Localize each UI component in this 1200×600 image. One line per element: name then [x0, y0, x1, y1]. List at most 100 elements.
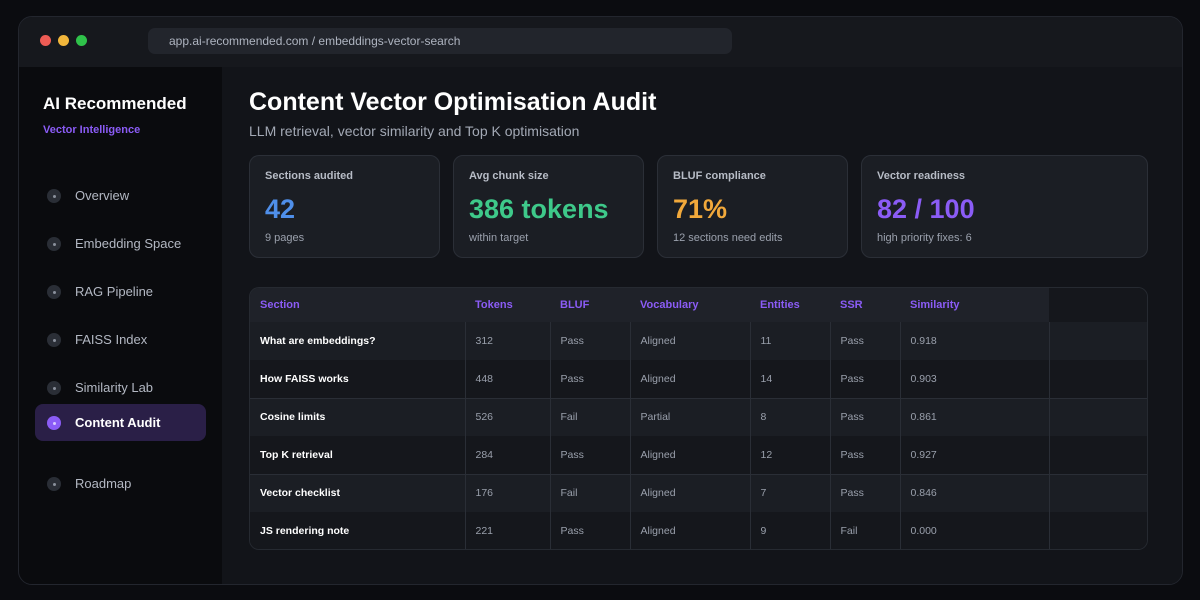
cell-tokens: 221: [465, 512, 551, 549]
cell-vocabulary: Partial: [630, 397, 751, 436]
cell-similarity: 0.927: [900, 436, 1050, 474]
stat-note: high priority fixes: 6: [877, 232, 972, 244]
dot-icon: [47, 285, 61, 299]
cell-ssr: Pass: [830, 397, 901, 436]
stat-note: 9 pages: [265, 232, 305, 244]
column-header-bluf[interactable]: BLUF: [550, 288, 630, 322]
brand-name: AI Recommended: [43, 94, 187, 113]
cell-ssr: Pass: [830, 322, 901, 360]
stat-note: within target: [469, 232, 529, 244]
sidebar-item-label: Overview: [75, 188, 130, 203]
column-header-entities[interactable]: Entities: [750, 288, 830, 322]
cell-bluf: Fail: [550, 397, 631, 436]
sidebar-item-embedding-space[interactable]: Embedding Space: [35, 225, 206, 262]
column-header-tokens[interactable]: Tokens: [465, 288, 550, 322]
cell-vocabulary: Aligned: [630, 436, 751, 474]
cell-similarity: 0.861: [900, 397, 1050, 436]
dot-icon: [47, 237, 61, 251]
dot-icon: [47, 381, 61, 395]
cell-similarity: 0.918: [900, 322, 1050, 360]
cell-tokens: 284: [465, 436, 551, 474]
cell-similarity: 0.903: [900, 360, 1050, 398]
stat-card-bluf-compliance: BLUF compliance 71% 12 sections need edi…: [657, 155, 848, 258]
cell-tokens: 312: [465, 322, 551, 360]
cell-section: Vector checklist: [250, 473, 466, 512]
cell-entities: 8: [750, 397, 831, 436]
cell-entities: 11: [750, 322, 831, 360]
cell-bluf: Pass: [550, 360, 631, 398]
stat-card-vector-readiness: Vector readiness 82 / 100 high priority …: [861, 155, 1148, 258]
cell-similarity: 0.846: [900, 473, 1050, 512]
table-row[interactable]: Top K retrieval 284 Pass Aligned 12 Pass…: [250, 436, 1147, 474]
cell-ssr: Pass: [830, 436, 901, 474]
column-header-spacer: [1049, 288, 1147, 322]
sidebar-item-label: Embedding Space: [75, 236, 182, 251]
column-header-similarity[interactable]: Similarity: [900, 288, 1049, 322]
cell-entities: 12: [750, 436, 831, 474]
cell-section: What are embeddings?: [250, 322, 466, 360]
dot-icon: [47, 333, 61, 347]
column-header-vocabulary[interactable]: Vocabulary: [630, 288, 750, 322]
cell-section: Cosine limits: [250, 397, 466, 436]
column-header-section[interactable]: Section: [250, 288, 465, 322]
sidebar-item-content-audit[interactable]: Content Audit: [35, 404, 206, 441]
stat-label: BLUF compliance: [673, 170, 766, 182]
sidebar-item-roadmap[interactable]: Roadmap: [35, 465, 206, 502]
cell-spacer: [1049, 360, 1147, 398]
main-content: Content Vector Optimisation Audit LLM re…: [222, 67, 1182, 584]
dot-icon: [47, 189, 61, 203]
cell-vocabulary: Aligned: [630, 473, 751, 512]
cell-tokens: 526: [465, 397, 551, 436]
sidebar-item-similarity-lab[interactable]: Similarity Lab: [35, 369, 206, 406]
cell-bluf: Pass: [550, 322, 631, 360]
maximize-window-button[interactable]: [76, 35, 87, 46]
sidebar-item-label: Roadmap: [75, 476, 132, 491]
cell-spacer: [1049, 322, 1147, 360]
cell-entities: 9: [750, 512, 831, 549]
cell-vocabulary: Aligned: [630, 360, 751, 398]
cell-entities: 14: [750, 360, 831, 398]
stat-label: Avg chunk size: [469, 170, 549, 182]
dot-icon: [47, 477, 61, 491]
cell-vocabulary: Aligned: [630, 322, 751, 360]
sidebar-item-faiss-index[interactable]: FAISS Index: [35, 321, 206, 358]
stat-note: 12 sections need edits: [673, 232, 783, 244]
sidebar-item-overview[interactable]: Overview: [35, 177, 206, 214]
table-header-row: Section Tokens BLUF Vocabulary Entities …: [250, 288, 1147, 322]
cell-spacer: [1049, 436, 1147, 474]
app-window: app.ai-recommended.com / embeddings-vect…: [18, 16, 1183, 585]
sidebar-item-rag-pipeline[interactable]: RAG Pipeline: [35, 273, 206, 310]
stat-label: Sections audited: [265, 170, 354, 182]
page-title: Content Vector Optimisation Audit: [249, 88, 657, 116]
close-window-button[interactable]: [40, 35, 51, 46]
cell-bluf: Pass: [550, 512, 631, 549]
dot-icon: [47, 416, 61, 430]
cell-ssr: Fail: [830, 512, 901, 549]
cell-ssr: Pass: [830, 473, 901, 512]
cell-section: JS rendering note: [250, 512, 466, 549]
stat-value: 71%: [673, 194, 728, 224]
cell-section: How FAISS works: [250, 360, 466, 398]
stat-value: 386 tokens: [469, 194, 609, 224]
sidebar-item-label: Similarity Lab: [75, 380, 154, 395]
cell-section: Top K retrieval: [250, 436, 466, 474]
sidebar-item-label: FAISS Index: [75, 332, 148, 347]
cell-bluf: Pass: [550, 436, 631, 474]
table-row[interactable]: Vector checklist 176 Fail Aligned 7 Pass…: [250, 473, 1147, 512]
stat-label: Vector readiness: [877, 170, 966, 182]
brand-subtitle: Vector Intelligence: [43, 124, 141, 136]
table-row[interactable]: What are embeddings? 312 Pass Aligned 11…: [250, 322, 1147, 360]
address-bar[interactable]: app.ai-recommended.com / embeddings-vect…: [148, 28, 732, 54]
minimize-window-button[interactable]: [58, 35, 69, 46]
stat-card-avg-chunk-size: Avg chunk size 386 tokens within target: [453, 155, 644, 258]
stat-value: 42: [265, 194, 296, 224]
column-header-ssr[interactable]: SSR: [830, 288, 900, 322]
audit-table: Section Tokens BLUF Vocabulary Entities …: [249, 287, 1148, 550]
cell-spacer: [1049, 397, 1147, 436]
table-row[interactable]: How FAISS works 448 Pass Aligned 14 Pass…: [250, 360, 1147, 398]
table-row[interactable]: Cosine limits 526 Fail Partial 8 Pass 0.…: [250, 397, 1147, 436]
cell-entities: 7: [750, 473, 831, 512]
table-row[interactable]: JS rendering note 221 Pass Aligned 9 Fai…: [250, 512, 1147, 549]
cell-tokens: 448: [465, 360, 551, 398]
cell-spacer: [1049, 473, 1147, 512]
